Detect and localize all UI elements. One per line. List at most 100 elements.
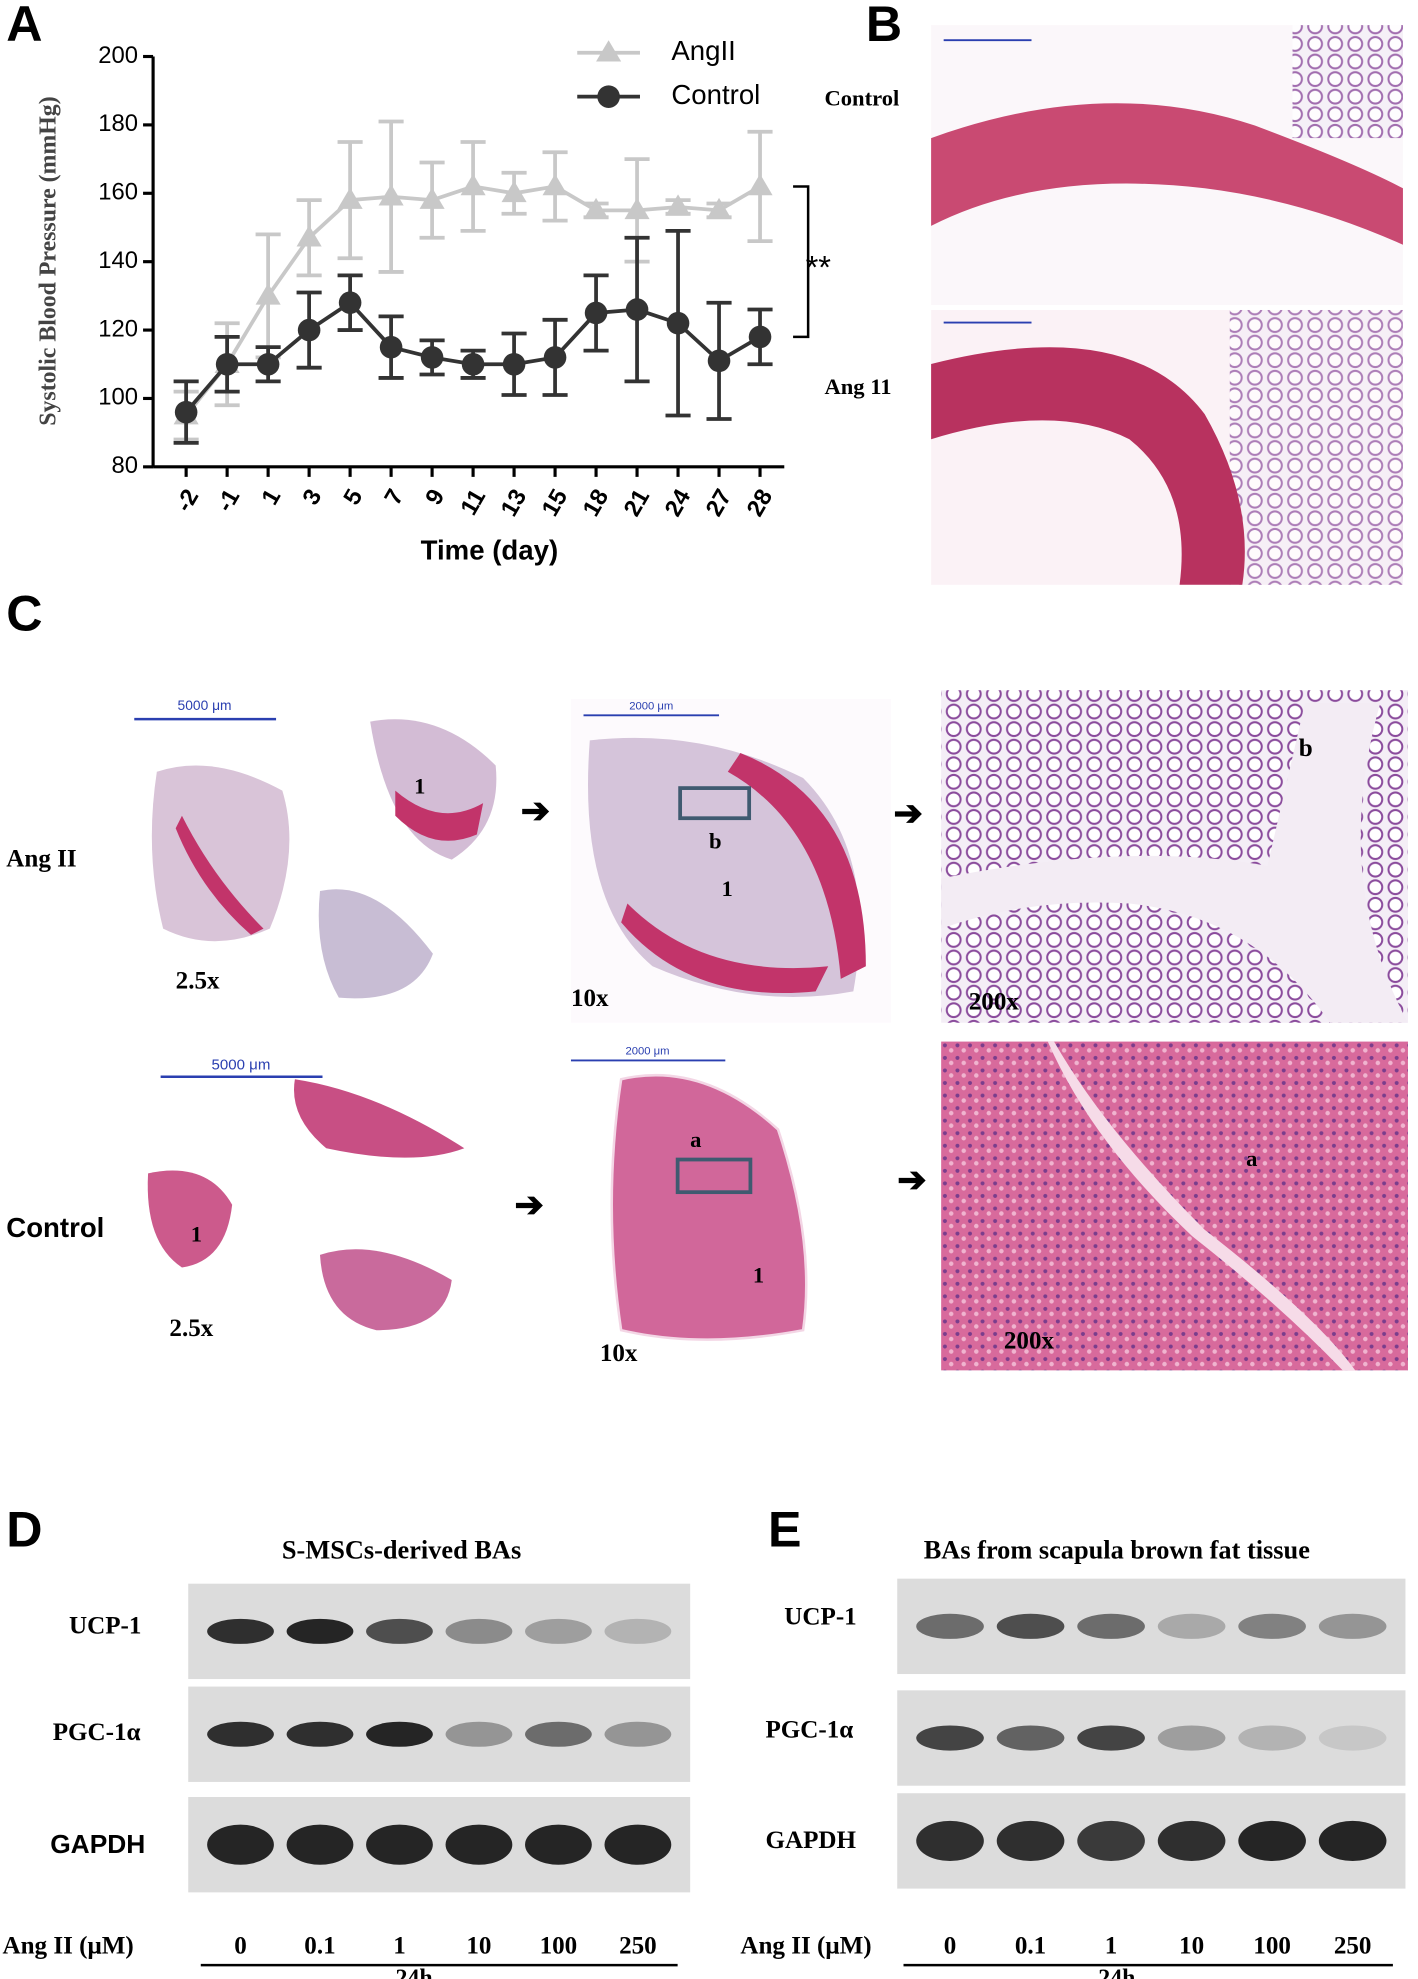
marker bbox=[297, 318, 321, 342]
blot-band bbox=[916, 1725, 984, 1751]
row-label: Control bbox=[6, 1212, 104, 1243]
marker bbox=[215, 352, 239, 376]
tissue bbox=[941, 702, 1408, 1023]
tissue bbox=[293, 1079, 465, 1158]
arrow: ➔ bbox=[893, 794, 922, 833]
marker bbox=[665, 194, 691, 216]
y-axis-label: Systolic Blood Pressure (mmHg) bbox=[36, 96, 62, 425]
dose: 0.1 bbox=[1015, 1932, 1046, 1959]
row-label: Control bbox=[824, 86, 899, 111]
magnification: 2.5x bbox=[176, 967, 220, 994]
dose: 1 bbox=[1105, 1932, 1118, 1959]
arrow: ➔ bbox=[521, 791, 550, 830]
blot-band bbox=[1077, 1820, 1145, 1862]
panel-letter: E bbox=[768, 1502, 801, 1558]
blot-band bbox=[445, 1721, 513, 1747]
legend-label: Control bbox=[671, 79, 760, 110]
significance: ** bbox=[806, 248, 832, 285]
dose-label: Ang II (μM) bbox=[740, 1932, 871, 1959]
blot-band bbox=[207, 1618, 274, 1644]
x-tick-label: 24 bbox=[660, 484, 697, 521]
blot-band bbox=[207, 1721, 274, 1747]
marker bbox=[460, 173, 486, 196]
y-tick-label: 160 bbox=[98, 179, 138, 206]
panel-letter: C bbox=[6, 586, 42, 642]
histology-image bbox=[1292, 25, 1403, 139]
time-label: 24h bbox=[396, 1966, 433, 1979]
blot-title: S-MSCs-derived BAs bbox=[282, 1535, 521, 1564]
magnification: 200x bbox=[1004, 1328, 1055, 1355]
marker bbox=[420, 346, 444, 369]
y-tick-label: 140 bbox=[98, 247, 138, 274]
blot-band bbox=[366, 1618, 433, 1644]
scale-bar-label: 5000 μm bbox=[212, 1056, 271, 1073]
legend-marker bbox=[596, 40, 622, 62]
x-tick-label: 28 bbox=[742, 485, 779, 521]
blot-title: BAs from scapula brown fat tissue bbox=[924, 1535, 1310, 1564]
legend-marker bbox=[597, 85, 620, 108]
blot-band bbox=[916, 1613, 984, 1639]
panel-letter: B bbox=[866, 0, 902, 52]
tissue bbox=[318, 889, 433, 999]
blot-band bbox=[604, 1618, 672, 1644]
dose: 100 bbox=[1253, 1932, 1291, 1959]
zoom-box bbox=[678, 786, 752, 821]
panel-c: Control 5000 μm 1 2.5x ➔ 2000 μm a 1 10x… bbox=[6, 1041, 1408, 1371]
tissue bbox=[175, 815, 264, 935]
marker bbox=[337, 187, 363, 209]
blot-band bbox=[445, 1618, 513, 1644]
magnification: 200x bbox=[969, 989, 1020, 1016]
marker bbox=[542, 173, 568, 196]
dose: 10 bbox=[1179, 1932, 1204, 1959]
marker bbox=[583, 197, 609, 220]
blot-band bbox=[1318, 1725, 1387, 1751]
blot-band bbox=[525, 1618, 592, 1644]
marker bbox=[666, 311, 690, 335]
x-tick-label: 9 bbox=[420, 485, 450, 510]
tissue bbox=[147, 1170, 233, 1268]
time-label: 24h bbox=[1098, 1966, 1135, 1979]
blot-band bbox=[286, 1824, 354, 1865]
x-tick-label: 27 bbox=[701, 485, 738, 521]
marker bbox=[338, 291, 362, 315]
x-tick-label: 3 bbox=[297, 485, 327, 510]
x-tick-label: 7 bbox=[379, 485, 409, 510]
blot-band bbox=[996, 1820, 1065, 1862]
region-label: 1 bbox=[753, 1263, 764, 1288]
blot-band bbox=[1157, 1820, 1226, 1862]
panel-letter: A bbox=[6, 0, 42, 52]
scale-bar-label: 5000 μm bbox=[178, 698, 232, 713]
blot-band bbox=[1238, 1820, 1306, 1862]
dose: 0 bbox=[234, 1932, 247, 1959]
dose-label: Ang II (μM) bbox=[3, 1932, 134, 1959]
dose: 1 bbox=[393, 1932, 406, 1959]
blot-row-label: PGC-1α bbox=[765, 1717, 853, 1744]
y-tick-label: 120 bbox=[98, 315, 138, 342]
marker bbox=[379, 335, 403, 359]
vessel-wall bbox=[931, 103, 1403, 245]
region-label: 1 bbox=[191, 1221, 202, 1246]
dose: 250 bbox=[1334, 1932, 1372, 1959]
marker bbox=[174, 400, 198, 424]
arrow: ➔ bbox=[897, 1160, 926, 1199]
marker bbox=[624, 197, 650, 220]
blot-band bbox=[1318, 1613, 1387, 1639]
region-label: 1 bbox=[722, 876, 733, 901]
marker bbox=[461, 352, 485, 376]
marker bbox=[625, 298, 649, 321]
dose: 100 bbox=[540, 1932, 578, 1959]
panel-letter: D bbox=[6, 1502, 42, 1558]
blot-band bbox=[604, 1824, 672, 1865]
x-tick-label: 5 bbox=[338, 485, 368, 510]
magnification: 10x bbox=[600, 1340, 638, 1367]
histology-image bbox=[1229, 309, 1403, 585]
blot-band bbox=[996, 1613, 1065, 1639]
marker bbox=[378, 184, 404, 206]
blot-band bbox=[1318, 1820, 1387, 1862]
tissue bbox=[319, 1249, 452, 1331]
panel-c: Ang II 5000 μm 1 2.5x ➔ 2000 μm b 1 10x … bbox=[6, 690, 1408, 1023]
zoom-label: b bbox=[1299, 735, 1313, 762]
marker bbox=[747, 173, 773, 196]
scale-bar-label: 2000 μm bbox=[629, 701, 673, 713]
blot-band bbox=[1077, 1613, 1145, 1639]
